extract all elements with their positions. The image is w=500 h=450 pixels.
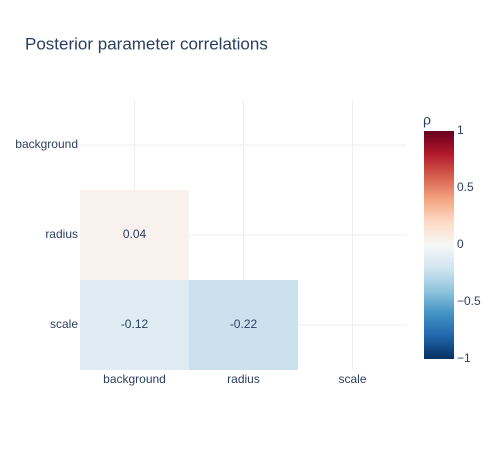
x-tick-label: radius xyxy=(227,372,260,386)
y-tick-label: scale xyxy=(50,317,78,331)
cell-label: -0.12 xyxy=(121,317,149,331)
colorbar-tick-label: 0.5 xyxy=(457,180,474,194)
colorbar-title: ρ xyxy=(423,112,431,128)
heatmap-cell xyxy=(189,280,298,370)
heatmap-cell xyxy=(80,190,189,280)
cell-label: 0.04 xyxy=(123,227,147,241)
y-tick-label: radius xyxy=(45,227,78,241)
x-tick-label: scale xyxy=(338,372,366,386)
colorbar-tick-label: −0.5 xyxy=(457,294,481,308)
colorbar xyxy=(424,131,454,359)
colorbar-tick-label: 1 xyxy=(457,123,464,137)
y-tick-label: background xyxy=(15,137,78,151)
heatmap-cell xyxy=(80,280,189,370)
cell-label: -0.22 xyxy=(230,317,258,331)
colorbar-tick-label: −1 xyxy=(457,351,471,365)
chart-title: Posterior parameter correlations xyxy=(25,34,268,53)
x-tick-label: background xyxy=(103,372,166,386)
colorbar-tick-label: 0 xyxy=(457,237,464,251)
